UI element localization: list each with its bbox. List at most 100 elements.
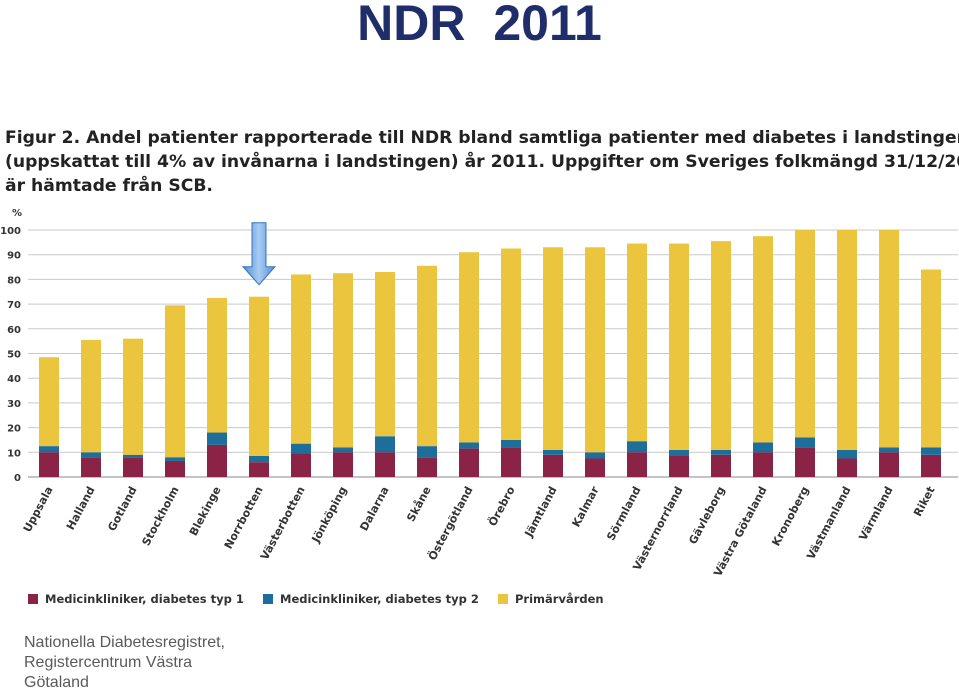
bar-segment-typ2 xyxy=(81,452,101,458)
figure-caption-line-3: är hämtade från SCB. xyxy=(5,176,213,196)
bar-stack xyxy=(501,248,521,477)
bar-segment-primarvarden xyxy=(753,236,773,443)
bar-segment-primarvarden xyxy=(207,297,227,433)
bar-segment-primarvarden xyxy=(417,265,437,447)
bar-segment-typ2 xyxy=(501,439,521,448)
bar-stack xyxy=(627,243,647,477)
bar-segment-typ2 xyxy=(249,456,269,463)
bar-stack xyxy=(291,274,311,477)
figure-caption-line-1: Figur 2. Andel patienter rapporterade ti… xyxy=(5,128,959,148)
x-tick-label: Kalmar xyxy=(569,484,601,529)
bar-segment-primarvarden xyxy=(39,357,59,447)
bar-stack xyxy=(585,247,605,477)
bar-stack xyxy=(249,296,269,477)
bar-segment-typ2 xyxy=(291,443,311,454)
bar-segment-typ1 xyxy=(417,457,437,477)
bar-segment-primarvarden xyxy=(795,230,815,438)
bar-stack xyxy=(333,273,353,477)
bar-segment-typ2 xyxy=(39,446,59,453)
bar-segment-primarvarden xyxy=(123,338,143,455)
bar-segment-typ1 xyxy=(165,460,185,477)
bar-stack xyxy=(837,230,857,477)
legend-item-primarvarden: Primärvården xyxy=(498,592,604,606)
bar-stack xyxy=(879,230,899,477)
bar-stack xyxy=(459,252,479,477)
bar-segment-typ1 xyxy=(501,447,521,477)
bar-segment-typ2 xyxy=(627,441,647,453)
bar-segment-typ2 xyxy=(543,449,563,455)
bar-segment-primarvarden xyxy=(879,230,899,448)
bar-segment-typ1 xyxy=(207,444,227,477)
bar-segment-typ1 xyxy=(879,452,899,477)
bar-segment-typ2 xyxy=(669,449,689,457)
bar-segment-primarvarden xyxy=(459,252,479,443)
bar-segment-primarvarden xyxy=(543,247,563,450)
y-tick-labels: 0 10 20 30 40 50 60 70 80 90 100 xyxy=(0,226,21,484)
bar-segment-typ1 xyxy=(543,454,563,477)
x-tick-label: Dalarna xyxy=(357,484,391,533)
bar-segment-typ1 xyxy=(375,452,395,477)
bar-segment-typ2 xyxy=(123,454,143,458)
legend-item-typ1: Medicinkliniker, diabetes typ 1 xyxy=(28,592,244,606)
y-tick-label: 90 xyxy=(7,251,21,262)
bar-stack xyxy=(81,339,101,477)
legend-swatch-primarvarden xyxy=(498,594,508,604)
y-tick-label: 10 xyxy=(7,448,21,459)
y-tick-label: 40 xyxy=(7,374,21,385)
x-tick-label: Sörmland xyxy=(604,484,643,542)
bar-segment-typ1 xyxy=(123,457,143,477)
y-tick-label: 50 xyxy=(7,350,21,361)
bar-segment-typ1 xyxy=(585,458,605,477)
bar-stack xyxy=(711,241,731,477)
bar-segment-typ2 xyxy=(207,432,227,445)
x-tick-label: Uppsala xyxy=(21,484,56,534)
footer-line-1: Nationella Diabetesregistret, xyxy=(24,634,225,651)
bar-stack xyxy=(543,247,563,477)
x-tick-label: Jämtland xyxy=(522,484,560,540)
bar-segment-typ2 xyxy=(375,436,395,453)
x-tick-label: Riket xyxy=(911,484,937,518)
y-tick-label: 60 xyxy=(7,325,21,336)
y-tick-label: 70 xyxy=(7,300,21,311)
bar-stack xyxy=(207,297,227,477)
figure-caption: Figur 2. Andel patienter rapporterade ti… xyxy=(5,126,959,198)
bar-segment-typ1 xyxy=(753,452,773,477)
legend-label-primarvarden: Primärvården xyxy=(515,592,604,606)
x-tick-label: Örebro xyxy=(485,483,518,528)
bar-segment-typ2 xyxy=(837,449,857,459)
bar-segment-primarvarden xyxy=(501,248,521,440)
bar-segment-primarvarden xyxy=(711,241,731,450)
bar-segment-typ1 xyxy=(627,452,647,477)
bar-segment-typ2 xyxy=(711,449,731,455)
bar-segment-primarvarden xyxy=(249,296,269,457)
bar-stack xyxy=(165,305,185,477)
bar-segment-primarvarden xyxy=(627,243,647,442)
x-tick-label: Blekinge xyxy=(187,484,224,538)
x-tick-label: Gotland xyxy=(105,484,139,533)
legend-swatch-typ1 xyxy=(28,594,38,604)
bar-segment-typ2 xyxy=(333,447,353,453)
bar-segment-primarvarden xyxy=(291,274,311,444)
bar-segment-primarvarden xyxy=(165,305,185,458)
bar-segment-primarvarden xyxy=(585,247,605,453)
legend-label-typ2: Medicinkliniker, diabetes typ 2 xyxy=(280,592,479,606)
bar-stack xyxy=(417,265,437,477)
bar-stack xyxy=(39,357,59,477)
x-tick-label: Gävleborg xyxy=(686,484,727,546)
x-tick-label: Halland xyxy=(64,484,98,532)
legend-swatch-typ2 xyxy=(263,594,273,604)
legend-item-typ2: Medicinkliniker, diabetes typ 2 xyxy=(263,592,479,606)
bar-stack xyxy=(375,271,395,477)
x-tick-label: Jönköping xyxy=(309,484,350,545)
bar-stack xyxy=(753,236,773,477)
bar-segment-typ2 xyxy=(459,442,479,449)
bar-segment-typ1 xyxy=(291,453,311,477)
bar-segment-primarvarden xyxy=(375,271,395,437)
bar-stack xyxy=(795,230,815,477)
bar-segment-typ2 xyxy=(921,447,941,455)
x-tick-label: Skåne xyxy=(404,484,433,524)
x-tick-label: Norrbotten xyxy=(222,484,266,551)
bar-segment-typ1 xyxy=(39,452,59,477)
bar-segment-typ2 xyxy=(165,457,185,461)
